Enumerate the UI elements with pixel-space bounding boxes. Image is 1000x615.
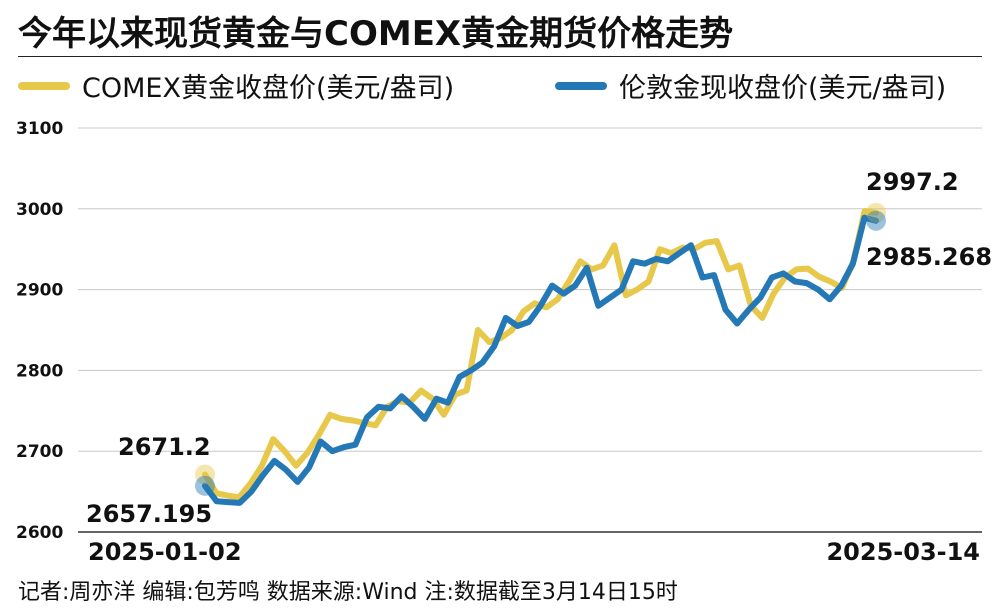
- series-line-comex: [202, 208, 879, 501]
- legend-swatch-london: [555, 81, 607, 90]
- marker-comex: [866, 202, 886, 223]
- legend-item-london: 伦敦金现收盘价(美元/盎司): [555, 66, 946, 105]
- footer-credits: 记者:周亦洋 编辑:包芳鸣 数据来源:Wind 注:数据截至3月14日15时: [18, 580, 678, 605]
- title-divider: [18, 56, 982, 57]
- legend-swatch-comex: [18, 81, 70, 90]
- data-label: 2997.2: [866, 168, 959, 196]
- chart-title: 今年以来现货黄金与COMEX黄金期货价格走势: [18, 14, 734, 54]
- legend-item-comex: COMEX黄金收盘价(美元/盎司): [18, 66, 454, 105]
- y-tick-label: 2600: [16, 523, 63, 543]
- data-label: 2657.195: [86, 500, 212, 528]
- legend-label-comex: COMEX黄金收盘价(美元/盎司): [82, 73, 455, 104]
- y-tick-label: 2900: [16, 281, 63, 301]
- y-tick-label: 2800: [16, 361, 63, 381]
- y-tick-label: 3100: [16, 119, 63, 139]
- marker-london: [866, 210, 886, 231]
- y-tick-label: 3000: [16, 200, 63, 220]
- legend-label-london: 伦敦金现收盘价(美元/盎司): [619, 73, 947, 104]
- x-tick-label: 2025-03-14: [826, 538, 980, 566]
- x-tick-label: 2025-01-02: [88, 538, 242, 566]
- series-line-london: [202, 214, 879, 506]
- marker-comex: [195, 464, 215, 485]
- y-tick-label: 2700: [16, 442, 63, 462]
- marker-london: [195, 475, 215, 496]
- data-label: 2985.268: [866, 243, 992, 271]
- data-label: 2671.2: [118, 433, 211, 461]
